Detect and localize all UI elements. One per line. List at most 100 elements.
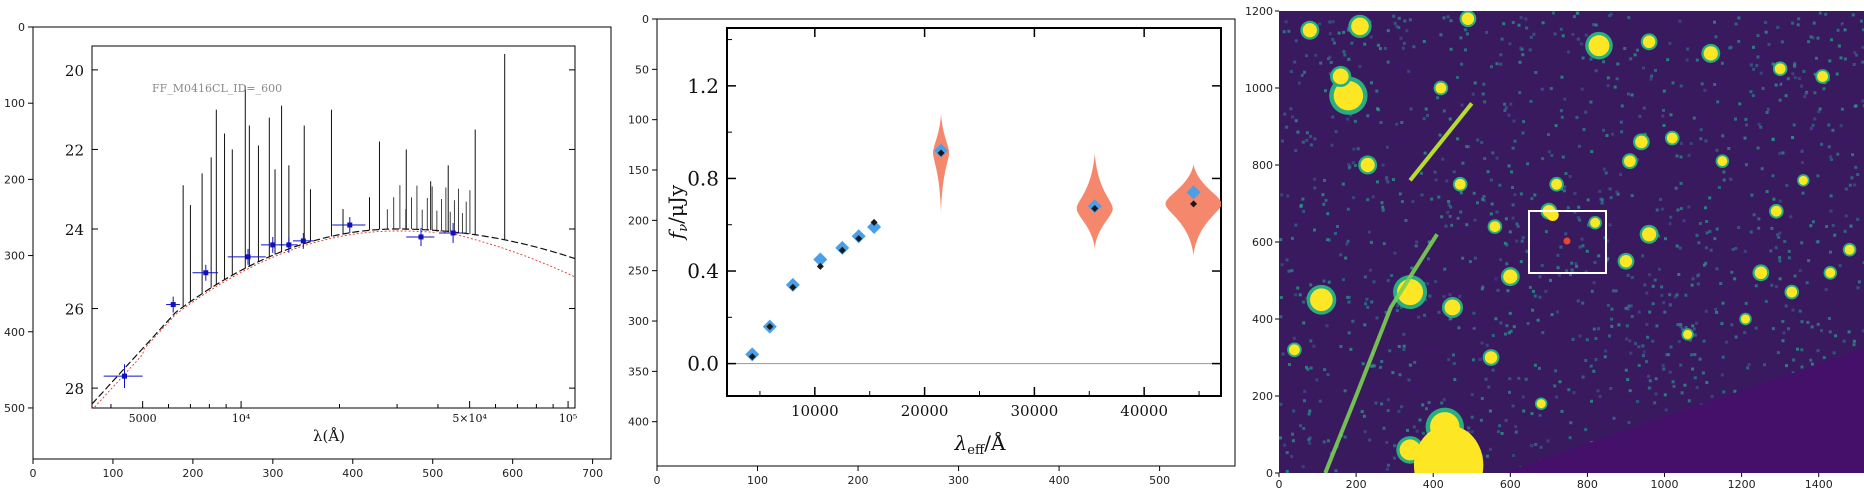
- cutout-x-axis: 0 200 400 600 800 1000 1200 1400: [1276, 473, 1833, 491]
- noise-pixel: [1412, 45, 1416, 49]
- noise-pixel: [1678, 246, 1682, 250]
- noise-pixel: [1852, 63, 1856, 66]
- noise-pixel: [1347, 300, 1351, 304]
- noise-pixel: [1847, 330, 1851, 334]
- noise-pixel: [1715, 148, 1719, 152]
- noise-pixel: [1467, 426, 1471, 430]
- noise-pixel: [1713, 120, 1716, 124]
- noise-pixel: [1778, 231, 1782, 235]
- noise-pixel: [1571, 33, 1575, 36]
- noise-pixel: [1309, 339, 1313, 343]
- noise-pixel: [1495, 156, 1499, 160]
- noise-pixel: [1412, 137, 1416, 141]
- noise-pixel: [1282, 30, 1286, 34]
- noise-pixel: [1401, 46, 1405, 50]
- noise-pixel: [1689, 142, 1693, 145]
- noise-pixel: [1337, 350, 1341, 354]
- noise-pixel: [1560, 409, 1564, 413]
- noise-pixel: [1719, 282, 1723, 285]
- noise-pixel: [1384, 310, 1388, 314]
- noise-pixel: [1791, 308, 1795, 312]
- sed-outer-x-tick-label: 700: [582, 467, 603, 480]
- noise-pixel: [1630, 276, 1634, 279]
- noise-pixel: [1704, 261, 1708, 265]
- noise-pixel: [1342, 30, 1346, 34]
- noise-pixel: [1300, 73, 1304, 77]
- noise-pixel: [1459, 36, 1463, 40]
- noise-pixel: [1610, 334, 1614, 338]
- noise-pixel: [1702, 44, 1706, 48]
- sed-outer-x-tick-label: 0: [30, 467, 37, 480]
- noise-pixel: [1370, 300, 1374, 304]
- noise-pixel: [1503, 109, 1507, 112]
- noise-pixel: [1791, 21, 1795, 25]
- noise-pixel: [1427, 257, 1430, 261]
- noise-pixel: [1576, 299, 1580, 303]
- noise-pixel: [1811, 36, 1815, 40]
- noise-pixel: [1803, 95, 1807, 99]
- noise-pixel: [1288, 363, 1291, 366]
- noise-pixel: [1550, 395, 1553, 399]
- noise-pixel: [1351, 161, 1355, 165]
- noise-pixel: [1366, 198, 1370, 202]
- noise-pixel: [1737, 226, 1741, 229]
- noise-pixel: [1610, 324, 1614, 328]
- noise-pixel: [1717, 186, 1721, 189]
- noise-pixel: [1608, 14, 1612, 18]
- noise-pixel: [1480, 318, 1484, 321]
- noise-pixel: [1530, 412, 1534, 416]
- noise-pixel: [1482, 195, 1486, 198]
- noise-pixel: [1328, 72, 1332, 76]
- noise-pixel: [1511, 146, 1515, 150]
- noise-pixel: [1695, 233, 1699, 237]
- noise-pixel: [1797, 17, 1801, 21]
- noise-pixel: [1710, 395, 1714, 398]
- noise-pixel: [1388, 458, 1391, 462]
- noise-pixel: [1759, 125, 1763, 129]
- noise-pixel: [1813, 91, 1817, 95]
- noise-pixel: [1597, 254, 1601, 258]
- noise-pixel: [1381, 208, 1385, 212]
- noise-pixel: [1390, 383, 1393, 387]
- noise-pixel: [1713, 20, 1716, 24]
- noise-pixel: [1573, 191, 1577, 195]
- noise-pixel: [1625, 337, 1628, 341]
- photometry-x-tick-label: 40000: [1120, 402, 1168, 420]
- noise-pixel: [1474, 89, 1478, 93]
- noise-pixel: [1412, 425, 1416, 429]
- noise-pixel: [1833, 105, 1837, 109]
- noise-pixel: [1380, 360, 1384, 363]
- noise-pixel: [1778, 199, 1782, 203]
- noise-pixel: [1660, 293, 1664, 297]
- source: [1786, 286, 1798, 298]
- noise-pixel: [1749, 240, 1753, 244]
- noise-pixel: [1754, 15, 1758, 19]
- noise-pixel: [1688, 338, 1692, 342]
- noise-pixel: [1343, 389, 1347, 393]
- noise-pixel: [1784, 304, 1788, 308]
- noise-pixel: [1385, 441, 1389, 444]
- noise-pixel: [1326, 212, 1330, 216]
- noise-pixel: [1820, 329, 1823, 333]
- noise-pixel: [1302, 427, 1306, 430]
- noise-pixel: [1738, 102, 1742, 106]
- noise-pixel: [1472, 358, 1475, 362]
- noise-pixel: [1559, 109, 1563, 113]
- noise-pixel: [1504, 418, 1508, 422]
- noise-pixel: [1772, 197, 1776, 201]
- noise-pixel: [1541, 331, 1545, 335]
- photometry-outer-y-axis: 0 50 100 150 200 250 300 350 400: [628, 13, 657, 429]
- noise-pixel: [1430, 405, 1434, 409]
- cutout-highlight-box: [1528, 210, 1607, 274]
- noise-pixel: [1392, 14, 1396, 18]
- noise-pixel: [1546, 439, 1550, 443]
- sed-inner-x-axis: 5000 10⁴ 5×10⁴ 10⁵: [110, 401, 577, 425]
- cutout-x-tick-label: 800: [1577, 478, 1598, 491]
- noise-pixel: [1574, 262, 1578, 266]
- photometry-y-tick-label: 0.0: [687, 352, 719, 376]
- noise-pixel: [1350, 41, 1354, 45]
- noise-pixel: [1533, 294, 1537, 298]
- noise-pixel: [1403, 19, 1407, 23]
- noise-pixel: [1666, 58, 1670, 62]
- noise-pixel: [1559, 245, 1563, 249]
